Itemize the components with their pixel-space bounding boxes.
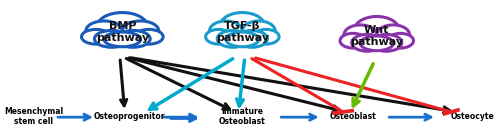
Ellipse shape	[340, 33, 366, 48]
Ellipse shape	[122, 21, 159, 41]
Ellipse shape	[236, 30, 268, 47]
Ellipse shape	[253, 29, 279, 44]
Ellipse shape	[98, 13, 148, 40]
Text: Immature
Osteoblast: Immature Osteoblast	[219, 107, 266, 126]
Text: Mesenchymal
stem cell: Mesenchymal stem cell	[4, 107, 63, 126]
Text: Osteocyte: Osteocyte	[451, 112, 494, 121]
Ellipse shape	[210, 21, 242, 41]
Text: Wnt
pathway: Wnt pathway	[350, 25, 404, 47]
Ellipse shape	[104, 32, 141, 47]
Ellipse shape	[370, 34, 402, 51]
Ellipse shape	[226, 32, 259, 47]
Ellipse shape	[220, 13, 265, 40]
Ellipse shape	[377, 25, 410, 45]
Text: Osteoblast: Osteoblast	[330, 112, 376, 121]
Ellipse shape	[82, 29, 110, 44]
Ellipse shape	[86, 21, 122, 41]
Ellipse shape	[360, 36, 393, 51]
Ellipse shape	[116, 30, 150, 47]
Text: BMP
pathway: BMP pathway	[96, 21, 149, 43]
Ellipse shape	[242, 21, 275, 41]
Ellipse shape	[388, 33, 413, 48]
Ellipse shape	[218, 30, 248, 47]
Ellipse shape	[134, 29, 163, 44]
Text: TGF-β
pathway: TGF-β pathway	[216, 21, 269, 43]
Text: Osteoprogenitor: Osteoprogenitor	[94, 112, 166, 121]
Ellipse shape	[354, 16, 399, 44]
Ellipse shape	[344, 25, 377, 45]
Ellipse shape	[352, 34, 383, 51]
Ellipse shape	[94, 30, 129, 47]
Ellipse shape	[206, 29, 232, 44]
